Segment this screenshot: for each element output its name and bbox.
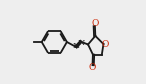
Text: O: O bbox=[91, 19, 99, 28]
Text: N: N bbox=[72, 42, 80, 50]
Text: O: O bbox=[89, 63, 96, 72]
Text: O: O bbox=[102, 40, 109, 49]
Text: N: N bbox=[77, 39, 85, 47]
